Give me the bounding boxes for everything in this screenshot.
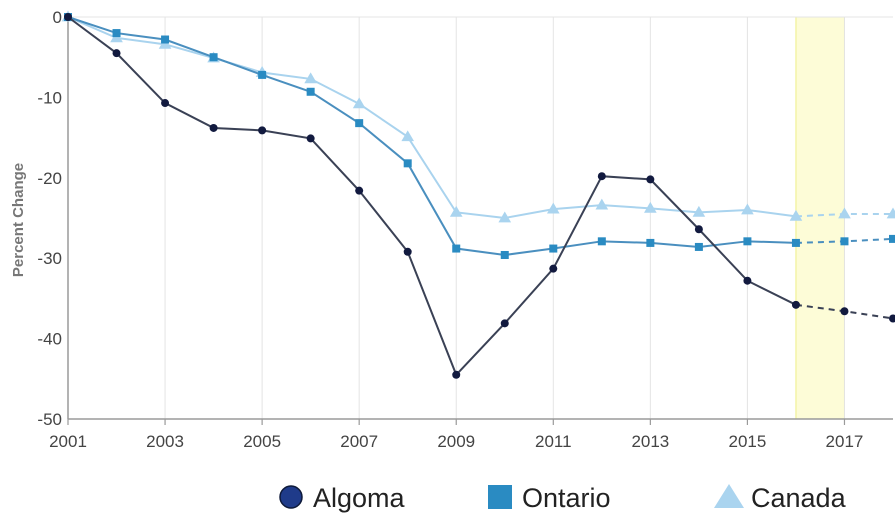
point-canada-2010: [498, 211, 512, 223]
legend-item-canada: Canada: [714, 483, 847, 513]
legend-swatch-algoma: [279, 485, 303, 509]
point-algoma-2011: [549, 264, 558, 273]
point-canada-2007: [352, 97, 366, 109]
point-algoma-2016: [791, 300, 800, 309]
point-algoma-2014: [694, 225, 703, 234]
y-tick-label--20: -20: [37, 169, 62, 188]
point-ontario-2015: [743, 237, 752, 246]
y-tick-label--30: -30: [37, 249, 62, 268]
x-tick-label-2013: 2013: [631, 432, 669, 451]
axes: [67, 17, 893, 425]
point-algoma-2015: [743, 276, 752, 285]
x-tick-label-2007: 2007: [340, 432, 378, 451]
point-ontario-2007: [355, 119, 364, 128]
y-tick-label-0: 0: [53, 8, 62, 27]
grid-lines: [67, 16, 893, 419]
x-tick-label-2015: 2015: [728, 432, 766, 451]
x-tick-label-2017: 2017: [826, 432, 864, 451]
point-ontario-2003: [161, 35, 170, 44]
x-tick-labels: 2001 2003 2005 2007 2009 2011 2013 2015 2017: [49, 432, 863, 451]
point-ontario-2006: [306, 87, 315, 96]
point-ontario-2017: [840, 237, 849, 246]
point-algoma-2002: [112, 49, 121, 58]
legend-label-ontario: Ontario: [522, 483, 611, 513]
point-algoma-2007: [355, 186, 364, 195]
series-algoma: [64, 13, 895, 379]
point-algoma-2006: [306, 134, 315, 143]
point-canada-2011: [546, 202, 560, 214]
point-algoma-2003: [161, 99, 170, 108]
legend: Algoma Ontario Canada: [279, 483, 847, 513]
legend-item-ontario: Ontario: [488, 483, 611, 513]
point-canada-2018: [886, 207, 895, 219]
point-ontario-2008: [403, 159, 412, 168]
y-axis-label: Percent Change: [10, 163, 27, 277]
point-ontario-2011: [549, 244, 558, 253]
line-ontario: [67, 16, 796, 256]
point-algoma-2013: [646, 175, 655, 184]
y-tick-labels: 0 -10 -20 -30 -40 -50: [37, 8, 62, 429]
line-algoma: [67, 16, 797, 377]
point-canada-2013: [644, 201, 657, 213]
point-canada-2008: [401, 130, 415, 142]
point-canada-2016: [789, 209, 803, 221]
point-ontario-2005: [258, 70, 267, 79]
series-canada: [61, 10, 895, 223]
series-ontario: [64, 13, 895, 259]
point-ontario-2018: [889, 234, 895, 243]
y-tick-label--40: -40: [37, 330, 62, 349]
point-algoma-2004: [209, 123, 218, 132]
highlight-band: [795, 16, 845, 420]
line-canada: [67, 16, 797, 220]
series-layer: [61, 10, 895, 379]
legend-label-algoma: Algoma: [313, 483, 406, 513]
point-algoma-2012: [597, 172, 606, 181]
point-algoma-2010: [500, 319, 509, 328]
point-canada-2015: [741, 203, 754, 215]
x-tick-label-2009: 2009: [437, 432, 475, 451]
point-ontario-2004: [209, 53, 218, 62]
point-algoma-2001: [64, 13, 72, 21]
y-tick-label--50: -50: [37, 410, 62, 429]
point-algoma-2018: [889, 314, 895, 323]
point-ontario-2002: [112, 29, 121, 38]
legend-label-canada: Canada: [751, 483, 847, 513]
point-canada-2006: [304, 72, 317, 84]
y-tick-label--10: -10: [37, 88, 62, 107]
point-canada-2014: [692, 205, 706, 217]
point-canada-2009: [449, 205, 463, 217]
legend-swatch-ontario: [488, 485, 512, 509]
legend-item-algoma: Algoma: [279, 483, 406, 513]
point-canada-2017: [838, 207, 851, 219]
x-tick-label-2011: 2011: [535, 432, 572, 451]
point-algoma-2008: [403, 247, 412, 256]
point-ontario-2012: [597, 237, 606, 246]
x-tick-label-2003: 2003: [146, 432, 184, 451]
point-ontario-2010: [500, 250, 509, 259]
point-canada-2012: [595, 198, 609, 210]
point-algoma-2009: [452, 370, 461, 379]
legend-swatch-canada: [714, 484, 744, 508]
point-ontario-2013: [646, 238, 655, 247]
point-ontario-2014: [694, 242, 703, 251]
point-ontario-2016: [791, 238, 800, 247]
x-tick-label-2005: 2005: [243, 432, 281, 451]
point-algoma-2017: [840, 307, 849, 316]
point-algoma-2005: [258, 126, 267, 135]
x-tick-label-2001: 2001: [49, 432, 87, 451]
point-ontario-2009: [452, 244, 461, 253]
